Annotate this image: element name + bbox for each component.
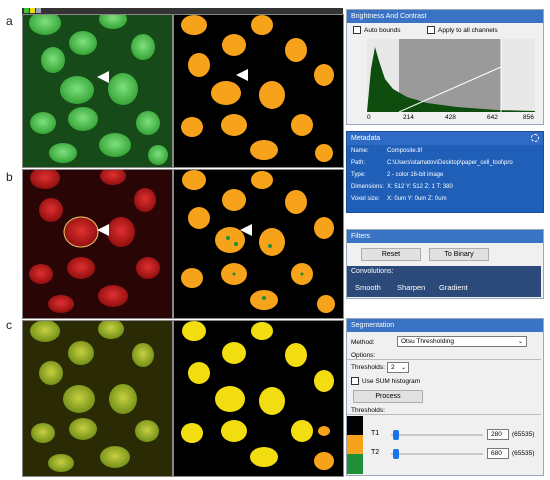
swatch-green (347, 454, 363, 474)
chevron-down-icon: ⌄ (400, 365, 406, 371)
meta-voxel-row: Voxel size: X: 0um Y: 0um Z: 0um (351, 196, 447, 202)
sum-histogram-checkbox[interactable]: Use SUM histogram (351, 377, 420, 386)
meta-key: Voxel size: (351, 196, 380, 202)
options-divider (347, 359, 541, 360)
meta-dimensions-row: Dimensions: X: 512 Y: 512 Z: 1 T: 380 (351, 184, 453, 190)
meta-value: X: 0um Y: 0um Z: 0um (387, 196, 447, 202)
swatch-orange (347, 435, 363, 454)
axis-tick-0: 0 (367, 114, 371, 121)
t1-slider-track[interactable] (391, 434, 483, 436)
segmentation-title: Segmentation (347, 319, 543, 332)
histogram-axis: 0 214 428 642 856 (367, 113, 535, 122)
histogram-plot (367, 39, 535, 113)
panel-a-green-nuclei (22, 14, 173, 168)
brightness-contrast-panel: Brightness And Contrast Auto bounds Appl… (346, 9, 544, 125)
meta-key: Type: (351, 172, 366, 178)
thresholds-count-value: 2 (391, 364, 395, 371)
meta-key: Dimensions: (351, 184, 385, 190)
metadata-title: Metadata (347, 132, 543, 145)
filters-panel: Filters Reset To Binary Convolutions: Sm… (346, 229, 544, 299)
yellow-channel-icon[interactable] (30, 8, 35, 13)
apply-all-label: Apply to all channels (438, 27, 498, 34)
smooth-button[interactable]: Smooth (355, 283, 381, 292)
panel-c-merged-nuclei (22, 320, 173, 477)
apply-all-checkbox[interactable]: Apply to all channels (427, 26, 498, 35)
histogram[interactable] (367, 39, 535, 113)
sum-histogram-label: Use SUM histogram (362, 378, 421, 385)
panel-b-red-nuclei (22, 169, 173, 319)
meta-value: C:\Users\stamatov\Desktop\paper_cell_too… (387, 160, 513, 166)
figure-letter-b: b (6, 170, 13, 184)
meta-value: X: 512 Y: 512 Z: 1 T: 380 (387, 184, 453, 190)
thresholds-divider (347, 414, 541, 415)
method-select[interactable]: Otsu Thresholding ⌄ (397, 336, 527, 347)
axis-tick-214: 214 (403, 114, 414, 121)
panel-c-yellow-mask (173, 320, 344, 477)
axis-tick-428: 428 (445, 114, 456, 121)
thresholds-group-label: Thresholds: (351, 407, 385, 414)
t1-value-field[interactable]: 280 (487, 429, 509, 440)
filters-title: Filters (347, 230, 543, 243)
t2-slider-track[interactable] (391, 453, 483, 455)
t1-slider-thumb[interactable] (392, 430, 399, 440)
to-binary-button[interactable]: To Binary (429, 248, 489, 261)
auto-bounds-box[interactable] (353, 26, 361, 35)
orange-mask-image (174, 15, 343, 167)
axis-tick-856: 856 (523, 114, 534, 121)
t2-slider-thumb[interactable] (392, 449, 399, 459)
convolutions-row: Smooth Sharpen Gradient (347, 277, 541, 297)
grid-icon[interactable] (36, 8, 41, 13)
t1-label: T1 (371, 430, 380, 437)
sum-histogram-box[interactable] (351, 377, 359, 386)
gradient-button[interactable]: Gradient (439, 283, 468, 292)
t2-value-field[interactable]: 680 (487, 448, 509, 459)
brightness-title: Brightness And Contrast (347, 10, 543, 23)
viewer-toolbar (22, 8, 343, 14)
t2-label: T2 (371, 449, 380, 456)
panel-a-orange-mask (173, 14, 344, 168)
red-nuclei-image (23, 170, 172, 318)
meta-value: Composite.tif (387, 148, 423, 154)
meta-type-row: Type: 2 - color 16-bit image (351, 172, 443, 178)
process-button[interactable]: Process (353, 390, 423, 403)
panel-b-orange-mask-spots (173, 169, 344, 319)
apply-all-box[interactable] (427, 26, 435, 35)
swatch-black (347, 416, 363, 435)
meta-path-row: Path: C:\Users\stamatov\Desktop\paper_cel… (351, 160, 513, 166)
options-label: Options: (351, 352, 376, 359)
t1-max: (65535) (512, 431, 535, 438)
meta-key: Name: (351, 148, 369, 154)
green-channel-icon[interactable] (24, 8, 29, 13)
method-value: Otsu Thresholding (401, 338, 454, 345)
segmentation-panel: Segmentation Method: Otsu Thresholding ⌄… (346, 318, 544, 476)
convolutions-label: Convolutions: (347, 266, 541, 277)
reset-button[interactable]: Reset (361, 248, 421, 261)
settings-icon[interactable] (531, 134, 539, 142)
green-nuclei-image (23, 15, 172, 167)
orange-mask-spots-image (174, 170, 343, 318)
method-label: Method: (351, 339, 375, 346)
meta-value: 2 - color 16-bit image (387, 172, 444, 178)
sharpen-button[interactable]: Sharpen (397, 283, 426, 292)
axis-tick-642: 642 (487, 114, 498, 121)
meta-name-row: Name: Composite.tif (351, 148, 422, 154)
auto-bounds-checkbox[interactable]: Auto bounds (353, 26, 401, 35)
figure-letter-a: a (6, 14, 13, 28)
threshold-color-swatches (347, 416, 363, 474)
chevron-down-icon: ⌄ (517, 339, 523, 345)
figure-letter-c: c (6, 318, 12, 332)
auto-bounds-label: Auto bounds (364, 27, 401, 34)
metadata-panel: Metadata Name: Composite.tif Path: C:\User… (346, 131, 544, 213)
meta-key: Path: (351, 160, 366, 166)
yellow-mask-image (174, 321, 343, 476)
thresholds-count-label: Thresholds: (351, 364, 385, 371)
merged-nuclei-image (23, 321, 172, 476)
t2-max: (65535) (512, 450, 535, 457)
thresholds-count-select[interactable]: 2 ⌄ (387, 362, 409, 373)
